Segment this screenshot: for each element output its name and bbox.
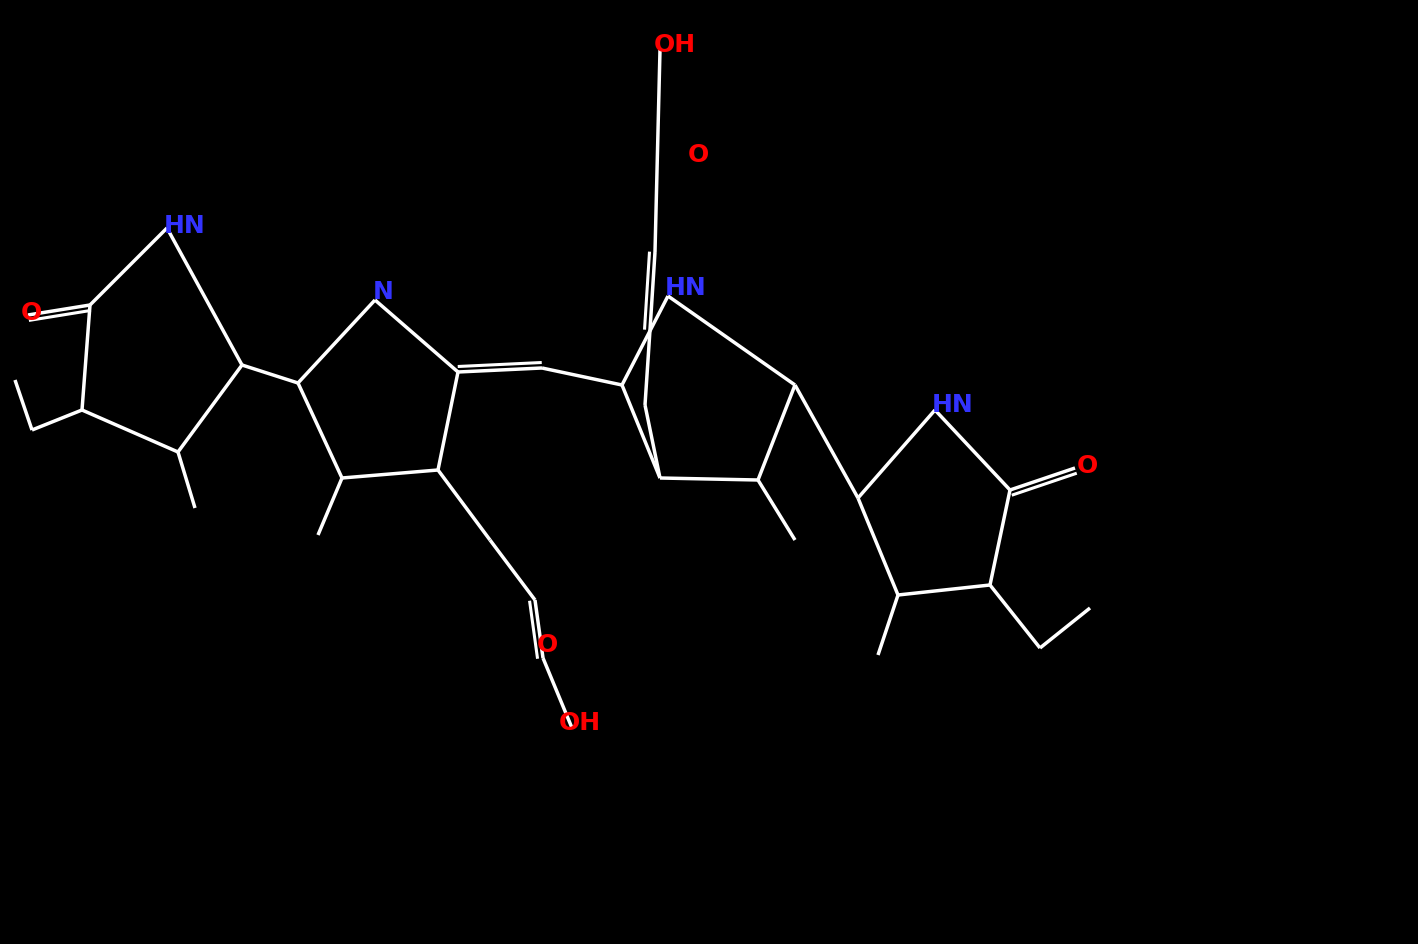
Text: O: O — [1076, 454, 1098, 478]
Text: HN: HN — [164, 214, 206, 238]
Text: HN: HN — [932, 393, 974, 417]
Text: OH: OH — [559, 711, 601, 735]
Text: N: N — [373, 280, 393, 304]
Text: HN: HN — [665, 276, 708, 300]
Text: O: O — [20, 301, 41, 325]
Text: O: O — [688, 143, 709, 167]
Text: OH: OH — [654, 33, 696, 57]
Text: O: O — [536, 633, 557, 657]
